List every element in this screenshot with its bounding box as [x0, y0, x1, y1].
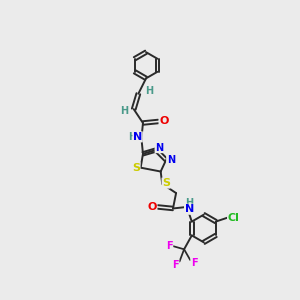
Text: H: H — [145, 86, 153, 96]
Text: N: N — [155, 143, 163, 153]
Text: S: S — [132, 163, 140, 173]
Text: F: F — [191, 258, 197, 268]
Text: H: H — [120, 106, 129, 116]
Text: H: H — [185, 198, 193, 208]
Text: F: F — [172, 260, 179, 270]
Text: O: O — [159, 116, 168, 127]
Text: S: S — [162, 178, 170, 188]
Text: N: N — [133, 132, 142, 142]
Text: N: N — [184, 204, 194, 214]
Text: F: F — [166, 241, 173, 251]
Text: N: N — [167, 155, 175, 165]
Text: Cl: Cl — [228, 213, 239, 223]
Text: O: O — [148, 202, 157, 212]
Text: H: H — [128, 132, 136, 142]
